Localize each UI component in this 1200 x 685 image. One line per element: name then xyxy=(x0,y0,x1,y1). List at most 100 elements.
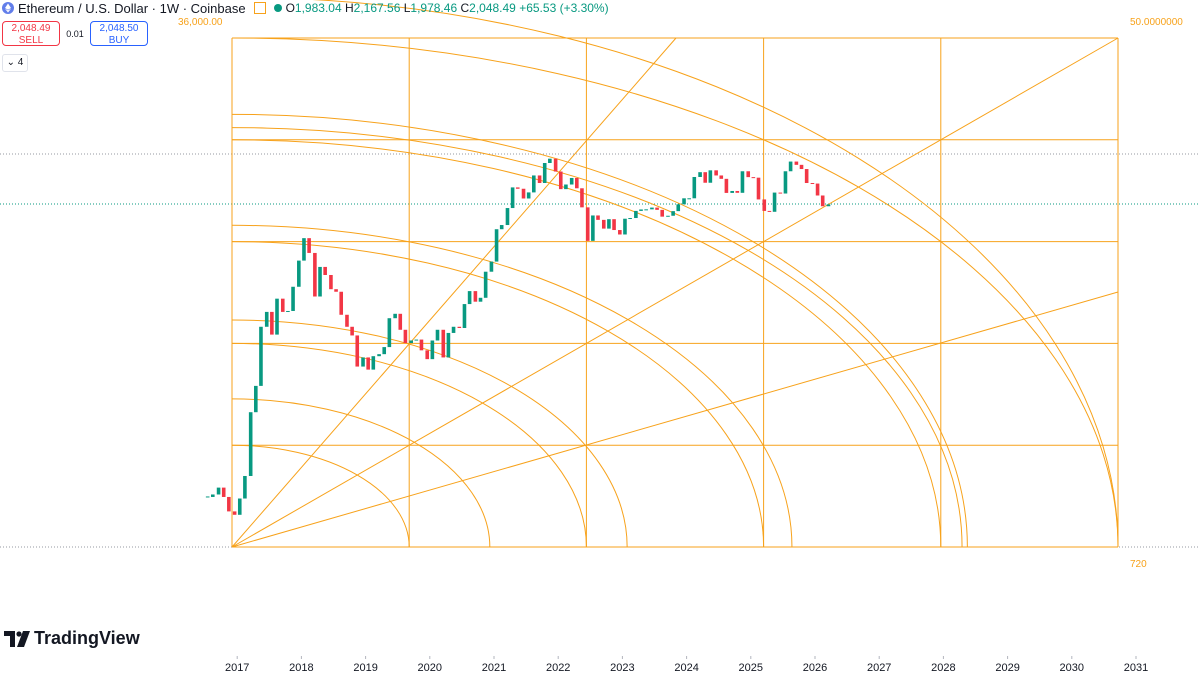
candle xyxy=(596,215,600,220)
spread: 0.01 xyxy=(66,28,84,39)
candle xyxy=(494,229,499,262)
gann-arc xyxy=(310,0,1119,548)
indicator-count: 4 xyxy=(17,57,24,68)
x-tick-label: 2018 xyxy=(289,662,313,674)
gann-arc xyxy=(231,319,628,548)
candle xyxy=(634,210,638,219)
candle xyxy=(601,219,606,229)
candle xyxy=(280,298,285,312)
trade-panel: 2,048.49 SELL 0.01 2,048.50 BUY xyxy=(2,21,148,46)
candle xyxy=(826,204,831,207)
candle xyxy=(735,190,740,193)
candle xyxy=(345,314,349,327)
candles xyxy=(205,158,831,515)
candle xyxy=(221,487,226,497)
bell-icon[interactable] xyxy=(253,2,266,14)
candle xyxy=(430,340,435,360)
candle xyxy=(660,209,665,217)
candle xyxy=(414,339,419,341)
candle xyxy=(756,177,761,200)
header: Ethereum / U.S. Dollar · 1W · Coinbase O… xyxy=(2,0,609,16)
gann-fan xyxy=(231,37,677,548)
gann-fan xyxy=(231,291,1119,548)
candle xyxy=(275,298,279,335)
brand-logo xyxy=(4,630,30,647)
indicator-toggle[interactable]: ⌄ 4 xyxy=(2,54,28,72)
high-value: 2,167.56 xyxy=(353,1,401,15)
candle xyxy=(232,511,237,515)
candle xyxy=(403,329,408,344)
x-tick-label: 2031 xyxy=(1124,662,1148,674)
candle xyxy=(478,297,483,302)
candle xyxy=(810,183,815,185)
candle xyxy=(521,188,526,199)
candle xyxy=(746,171,751,178)
gann-arc xyxy=(231,113,968,548)
gann-arc xyxy=(231,127,963,548)
candle xyxy=(435,329,440,341)
buy-button[interactable]: 2,048.50 BUY xyxy=(90,21,148,46)
candle xyxy=(564,184,568,190)
candle xyxy=(820,195,825,207)
candle xyxy=(708,170,713,183)
candle xyxy=(264,311,269,327)
gann-arc xyxy=(231,398,491,548)
x-tick-label: 2028 xyxy=(931,662,955,674)
candle xyxy=(580,188,584,208)
candle xyxy=(537,175,542,184)
candle xyxy=(676,204,681,212)
candle xyxy=(575,177,579,189)
candle xyxy=(644,209,648,211)
symbol[interactable]: Ethereum / U.S. Dollar · 1W · Coinbase xyxy=(18,0,246,16)
candle xyxy=(441,329,446,358)
candle xyxy=(698,172,702,177)
candle xyxy=(692,176,697,199)
candle xyxy=(687,198,691,200)
close-value: 2,048.49 xyxy=(469,1,516,15)
x-tick-label: 2019 xyxy=(353,662,377,674)
x-tick-label: 2030 xyxy=(1060,662,1084,674)
candle xyxy=(783,171,788,194)
gann-arc xyxy=(231,139,942,548)
candle xyxy=(318,266,322,297)
open-value: 1,983.04 xyxy=(294,1,342,15)
buy-label: BUY xyxy=(108,35,130,46)
sell-button[interactable]: 2,048.49 SELL xyxy=(2,21,60,46)
gann-arc xyxy=(231,224,793,548)
gann-fan xyxy=(231,37,1119,548)
candle xyxy=(387,318,392,348)
candle xyxy=(355,335,360,367)
x-tick-label: 2017 xyxy=(225,662,249,674)
candle xyxy=(740,171,745,193)
candle xyxy=(719,175,724,179)
candle xyxy=(499,225,504,230)
x-tick-label: 2020 xyxy=(418,662,442,674)
gann-arc xyxy=(231,241,765,548)
open-key: O xyxy=(285,1,295,15)
candle xyxy=(762,199,767,211)
candle xyxy=(655,207,659,210)
candle xyxy=(639,209,643,211)
buy-price: 2,048.50 xyxy=(99,23,139,34)
candle xyxy=(569,177,574,185)
x-tick-label: 2024 xyxy=(674,662,698,674)
x-tick-label: 2023 xyxy=(610,662,634,674)
candle xyxy=(489,261,494,272)
x-tick-label: 2029 xyxy=(995,662,1019,674)
sell-label: SELL xyxy=(18,35,44,46)
candle xyxy=(585,207,590,241)
candle xyxy=(612,219,616,231)
candle xyxy=(462,304,467,329)
candle xyxy=(591,215,595,241)
candle xyxy=(788,161,793,172)
candle xyxy=(799,164,804,170)
gann-box xyxy=(231,0,1119,548)
gann-top-label: 36,000.00 xyxy=(178,17,223,28)
change: +65.53 (+3.30%) xyxy=(519,1,609,15)
sell-price: 2,048.49 xyxy=(11,23,51,34)
x-tick-label: 2025 xyxy=(739,662,763,674)
candle xyxy=(526,192,531,199)
candle xyxy=(553,158,558,172)
x-axis: 2017 2018 2019 2020 2021 2022 2023 2024 2025 2026… xyxy=(225,656,1148,674)
